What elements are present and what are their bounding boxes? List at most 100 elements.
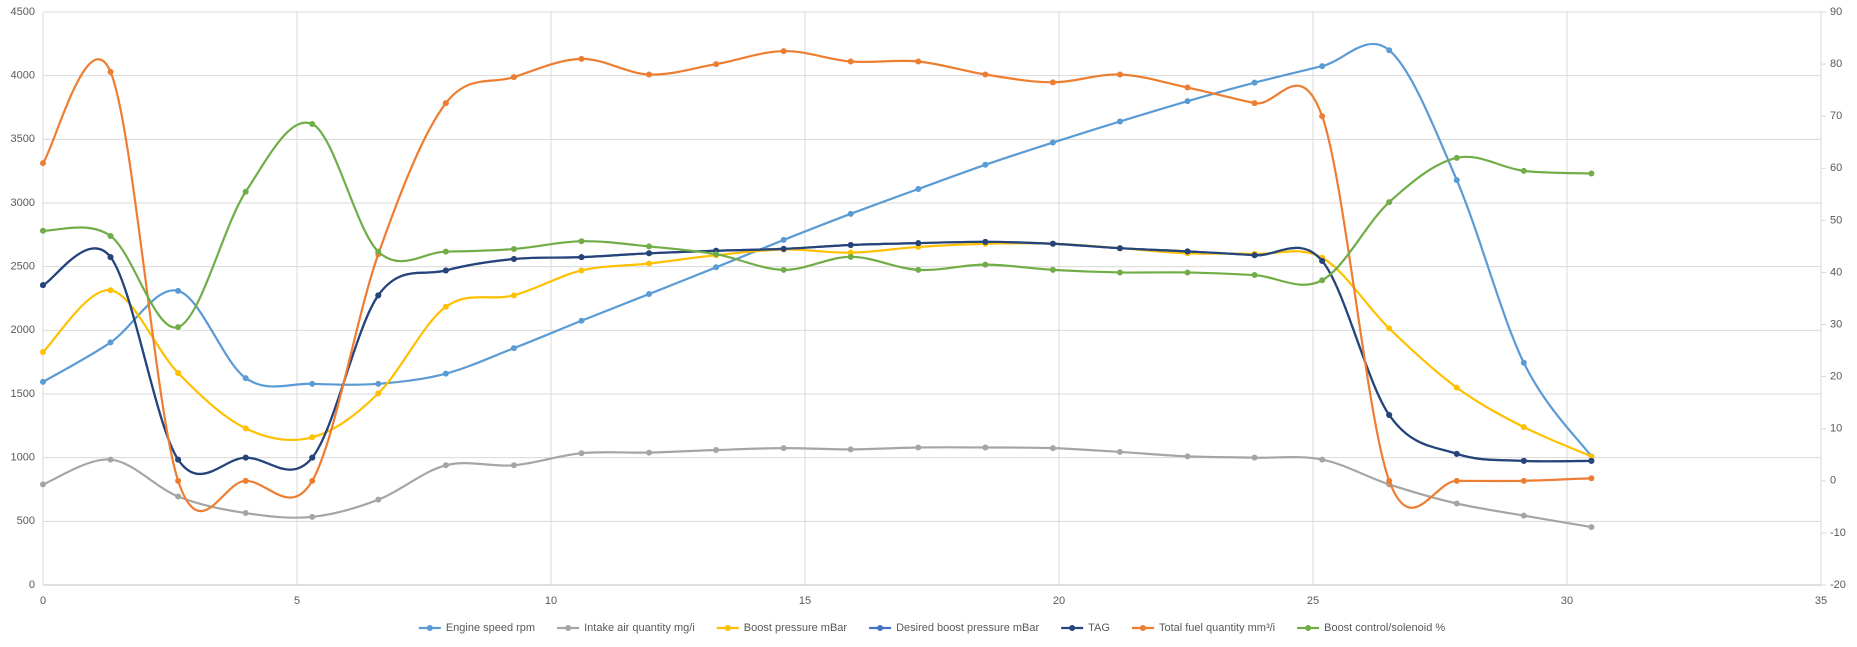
point: [175, 456, 182, 463]
legend-marker: [565, 625, 572, 631]
point: [1116, 448, 1123, 455]
point: [780, 266, 787, 273]
legend-item: Boost pressure mBar: [716, 622, 847, 634]
point: [1453, 477, 1460, 484]
point: [1520, 424, 1527, 431]
point: [1319, 257, 1326, 264]
point: [1588, 453, 1595, 460]
legend-label: Intake air quantity mg/i: [584, 622, 695, 634]
point: [510, 246, 517, 253]
point: [780, 48, 787, 55]
legend-marker: [426, 625, 433, 631]
y-tick-label: 4500: [11, 6, 35, 18]
legend-label: TAG: [1088, 622, 1110, 634]
point: [40, 160, 46, 167]
point: [510, 462, 517, 469]
point: [107, 68, 114, 75]
point: [107, 232, 114, 239]
point: [780, 245, 787, 252]
line: [42, 49, 1592, 513]
y2-tick-label: 0: [1830, 475, 1836, 487]
point: [1386, 199, 1393, 206]
y-tick-label: 1500: [11, 388, 35, 400]
legend-label: Boost control/solenoid %: [1324, 622, 1445, 634]
point: [1453, 154, 1460, 161]
point: [847, 253, 854, 260]
y-tick-label: 0: [29, 579, 35, 591]
point: [1520, 457, 1527, 464]
y2-tick-label: 10: [1830, 423, 1842, 435]
y-tick-label: 2000: [11, 324, 35, 336]
series: [40, 238, 1595, 475]
point: [646, 243, 653, 250]
point: [1251, 252, 1258, 259]
point: [713, 447, 720, 454]
point: [1453, 177, 1460, 184]
legend-label: Total fuel quantity mm³/i: [1159, 622, 1275, 634]
point: [982, 261, 989, 268]
point: [915, 240, 922, 247]
legend-marker: [1069, 625, 1076, 631]
legend-marker: [1305, 625, 1312, 631]
point: [107, 456, 114, 463]
point: [1184, 453, 1191, 460]
point: [40, 481, 46, 488]
point: [1049, 240, 1056, 247]
legend-marker: [1139, 625, 1146, 631]
point: [982, 161, 989, 168]
series: [40, 120, 1595, 331]
point: [578, 238, 585, 245]
point: [915, 58, 922, 65]
point: [40, 227, 46, 234]
y2-tick-label: 40: [1830, 266, 1842, 278]
x-tick-label: 20: [1053, 595, 1065, 607]
point: [1319, 113, 1326, 120]
point: [442, 100, 449, 107]
x-tick-label: 35: [1815, 595, 1827, 607]
point: [847, 58, 854, 65]
point: [309, 477, 316, 484]
y2-tick-label: 60: [1830, 162, 1842, 174]
point: [1386, 477, 1393, 484]
point: [510, 292, 517, 299]
x-tick-label: 30: [1561, 595, 1573, 607]
point: [242, 510, 249, 517]
point: [1049, 139, 1056, 146]
point: [175, 493, 182, 500]
point: [578, 450, 585, 457]
legend-item: Desired boost pressure mBar: [869, 622, 1039, 634]
point: [242, 454, 249, 461]
series: [40, 42, 1595, 460]
point: [713, 264, 720, 271]
point: [1588, 475, 1595, 482]
y-tick-label: 2500: [11, 261, 35, 273]
point: [713, 61, 720, 68]
line: [42, 121, 1592, 329]
point: [1184, 269, 1191, 276]
point: [309, 120, 316, 127]
point: [1588, 170, 1595, 177]
point: [780, 445, 787, 452]
point: [915, 444, 922, 451]
point: [578, 254, 585, 261]
point: [107, 254, 114, 261]
legend-label: Engine speed rpm: [446, 622, 535, 634]
y2-tick-label: 70: [1830, 110, 1842, 122]
point: [442, 248, 449, 255]
point: [1116, 118, 1123, 125]
point: [1520, 477, 1527, 484]
point: [442, 462, 449, 469]
point: [982, 71, 989, 78]
point: [982, 444, 989, 451]
point: [1116, 245, 1123, 252]
x-tick-label: 10: [545, 595, 557, 607]
point: [1251, 454, 1258, 461]
point: [175, 477, 182, 484]
point: [1251, 100, 1258, 107]
point: [309, 513, 316, 520]
legend-label: Desired boost pressure mBar: [896, 622, 1039, 634]
point: [1184, 248, 1191, 255]
point: [375, 292, 382, 299]
legend-marker: [877, 625, 884, 631]
